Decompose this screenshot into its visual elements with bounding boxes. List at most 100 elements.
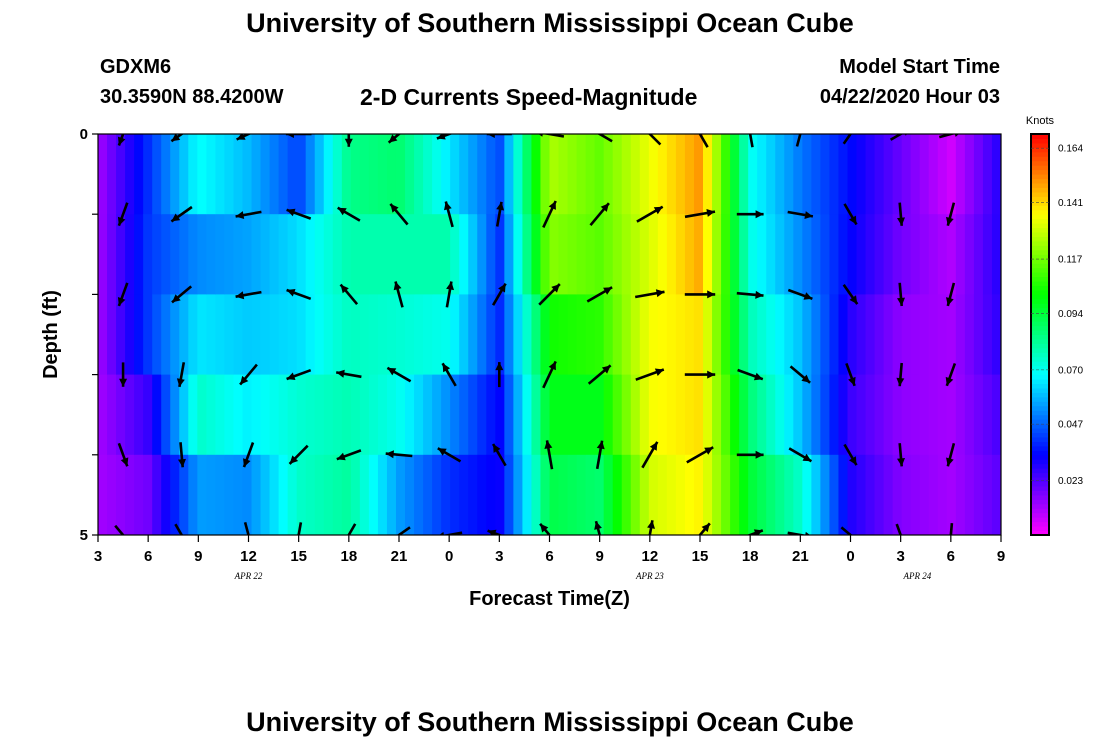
heatmap-cell bbox=[278, 374, 289, 456]
heatmap-cell bbox=[188, 214, 198, 295]
heatmap-cell bbox=[549, 134, 560, 215]
heatmap-cell bbox=[125, 134, 135, 215]
vector-arrowhead bbox=[436, 134, 446, 140]
colorbar-swatch bbox=[1031, 267, 1049, 273]
current-vector bbox=[736, 290, 764, 299]
heatmap-cell bbox=[287, 134, 298, 215]
vector-arrowhead bbox=[603, 287, 613, 295]
colorbar-swatch bbox=[1031, 147, 1049, 153]
heatmap-cell bbox=[359, 374, 370, 456]
heatmap-cell bbox=[386, 294, 397, 376]
colorbar-tick-label: 0.094 bbox=[1058, 309, 1083, 320]
heatmap-cell bbox=[314, 134, 325, 215]
colorbar-swatch bbox=[1031, 338, 1049, 344]
colorbar-swatch bbox=[1031, 281, 1049, 286]
current-vector bbox=[285, 134, 312, 138]
heatmap-cell bbox=[838, 294, 849, 376]
x-tick-label: 18 bbox=[742, 548, 759, 565]
vector-shaft bbox=[648, 134, 662, 146]
heatmap-cell bbox=[612, 214, 623, 295]
colorbar-swatch bbox=[1031, 463, 1049, 469]
heatmap-cell bbox=[98, 214, 108, 295]
x-tick-label: 9 bbox=[997, 548, 1005, 565]
heatmap-cell bbox=[712, 454, 722, 535]
heatmap-cell bbox=[657, 134, 668, 215]
heatmap-cell bbox=[630, 214, 641, 295]
heatmap-cell bbox=[359, 294, 370, 376]
vector-arrowhead bbox=[805, 531, 810, 535]
heatmap-cell bbox=[693, 134, 704, 215]
vector-shaft bbox=[541, 134, 565, 138]
heatmap-cell bbox=[820, 294, 831, 376]
heatmap-cell bbox=[558, 214, 569, 295]
heatmap-cell bbox=[134, 134, 144, 215]
heatmap-cell bbox=[766, 214, 776, 295]
current-vector bbox=[542, 200, 557, 228]
current-vector bbox=[119, 362, 128, 387]
colorbar-tick-label: 0.141 bbox=[1058, 198, 1083, 209]
heatmap-cell bbox=[666, 134, 677, 215]
current-vector bbox=[337, 206, 361, 222]
vector-arrowhead bbox=[897, 217, 905, 226]
heatmap-cell bbox=[405, 374, 415, 456]
heatmap-cell bbox=[955, 454, 966, 535]
current-vector bbox=[286, 208, 312, 220]
colorbar-swatch bbox=[1031, 298, 1049, 304]
heatmap-cell bbox=[784, 374, 794, 456]
heatmap-cell bbox=[125, 454, 135, 535]
heatmap-cell bbox=[359, 134, 370, 215]
heatmap-cell bbox=[305, 294, 316, 376]
colorbar-swatch bbox=[1031, 436, 1049, 442]
heatmap-cell bbox=[459, 454, 469, 535]
heatmap-cell bbox=[197, 454, 207, 535]
colorbar-swatch bbox=[1031, 191, 1049, 197]
heatmap-cell bbox=[919, 374, 930, 456]
vector-arrowhead bbox=[178, 458, 186, 468]
heatmap-cell bbox=[811, 294, 821, 376]
heatmap-cell bbox=[395, 214, 406, 295]
colorbar-swatch bbox=[1031, 396, 1049, 402]
heatmap-cell bbox=[703, 134, 713, 215]
vector-arrowhead bbox=[388, 134, 398, 143]
heatmap-cell bbox=[224, 454, 235, 535]
heatmap-cell bbox=[856, 294, 867, 376]
heatmap-cell bbox=[910, 214, 921, 295]
vector-arrowhead bbox=[442, 363, 451, 373]
vector-arrowhead bbox=[548, 201, 556, 210]
heatmap-cell bbox=[883, 134, 894, 215]
colorbar-tick-label: 0.070 bbox=[1058, 365, 1083, 376]
heatmap-cell bbox=[829, 454, 840, 535]
colorbar-swatch bbox=[1031, 289, 1049, 295]
colorbar-swatch bbox=[1031, 517, 1049, 523]
heatmap-cell bbox=[269, 454, 280, 535]
heatmap-cell bbox=[621, 454, 632, 535]
heatmap-cell bbox=[405, 454, 415, 535]
heatmap-cell bbox=[332, 294, 343, 376]
vector-shaft bbox=[748, 134, 754, 148]
heatmap-cell bbox=[811, 214, 821, 295]
current-vector bbox=[389, 203, 409, 226]
heatmap-cell bbox=[666, 294, 677, 376]
vector-arrowhead bbox=[706, 209, 715, 217]
heatmap-cell bbox=[901, 454, 912, 535]
current-vector bbox=[486, 134, 512, 138]
vector-arrowhead bbox=[601, 365, 611, 374]
heatmap-cell bbox=[486, 294, 496, 376]
heatmap-cell bbox=[946, 454, 957, 535]
x-tick-label: 12 bbox=[641, 548, 658, 565]
current-vector bbox=[946, 282, 956, 307]
colorbar-tick-label: 0.117 bbox=[1058, 255, 1083, 266]
colorbar-swatch bbox=[1031, 499, 1049, 505]
current-vector bbox=[542, 360, 557, 389]
heatmap-cell bbox=[730, 454, 740, 535]
heatmap-cell bbox=[919, 214, 930, 295]
current-vectors bbox=[114, 134, 959, 535]
current-vector bbox=[297, 522, 303, 535]
heatmap-cell bbox=[278, 454, 289, 535]
heatmap-cell bbox=[468, 214, 478, 295]
heatmap-cell bbox=[206, 454, 216, 535]
colorbar-swatch bbox=[1031, 330, 1049, 335]
heatmap-cell bbox=[341, 374, 352, 456]
heatmap-cell bbox=[386, 374, 397, 456]
colorbar-swatch bbox=[1031, 325, 1049, 331]
